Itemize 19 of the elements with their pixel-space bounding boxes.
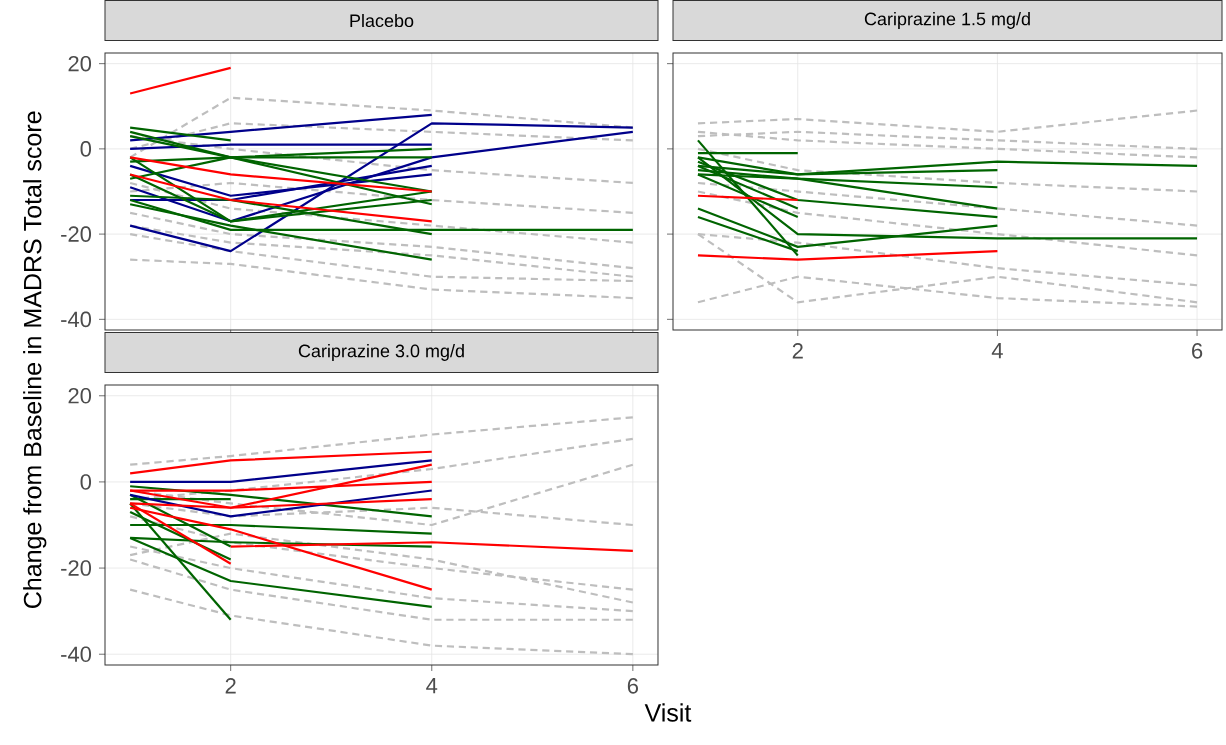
x-tick-label: 4 [991, 343, 1003, 359]
y-tick-label: -40 [61, 311, 92, 328]
x-tick-label: 2 [225, 678, 236, 694]
x-tick-label: 6 [1192, 343, 1203, 359]
y-tick-label: 0 [80, 141, 92, 157]
y-tick-label: -20 [61, 560, 92, 576]
y-tick-label: -20 [61, 226, 92, 242]
x-tick-label: 6 [627, 678, 638, 694]
chart-title: Cariprazine 1.5 mg/d [864, 12, 1030, 29]
x-tick-label: 4 [426, 678, 438, 694]
x-tick-label: 2 [792, 343, 803, 359]
y-tick-label: -40 [61, 646, 92, 663]
chart-title: Placebo [350, 13, 414, 28]
y-tick-label: 20 [68, 55, 92, 72]
x-axis-title: Visit [644, 703, 692, 722]
y-axis-title: Change from Baseline in MADRS Total score [23, 111, 47, 608]
y-tick-label: 0 [80, 474, 92, 490]
chart-title: Cariprazine 3.0 mg/d [298, 344, 464, 361]
y-tick-label: 20 [68, 388, 92, 404]
